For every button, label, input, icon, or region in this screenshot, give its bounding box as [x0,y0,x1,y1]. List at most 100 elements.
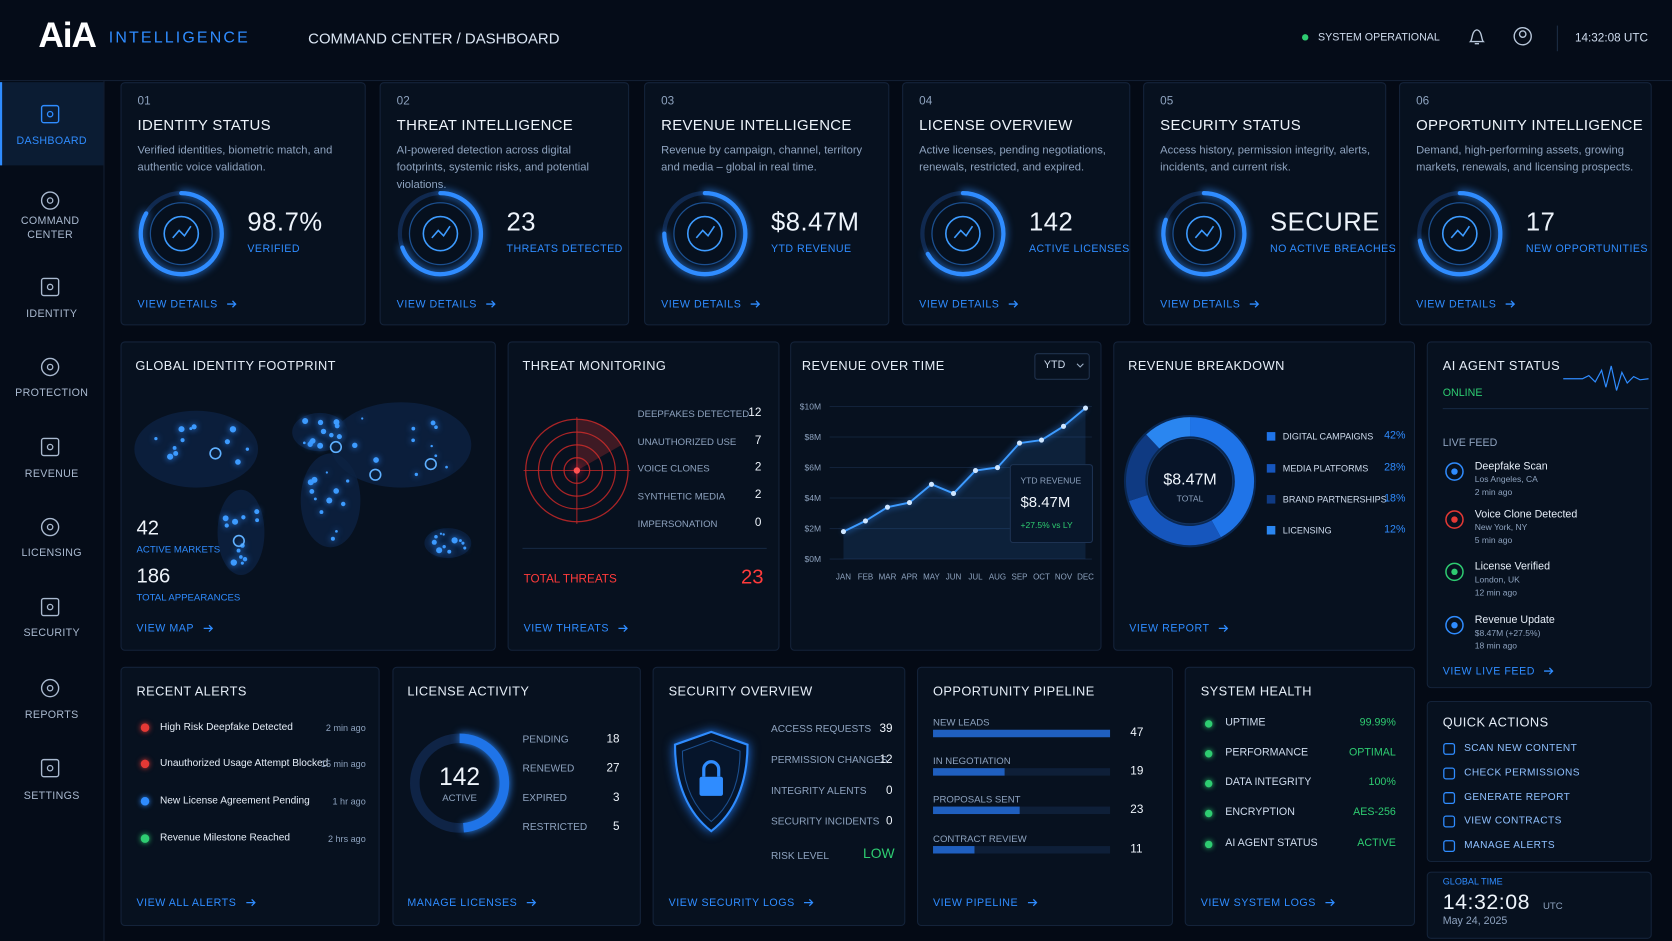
panel-title: REVENUE OVER TIME [801,358,945,374]
user-icon [1513,27,1532,46]
feed-item-time: 2 min ago [1474,487,1513,498]
point [1016,440,1023,446]
nav-item[interactable]: PROTECTION [15,387,89,400]
kpi-card: 06 OPPORTUNITY INTELLIGENCE Demand, high-p… [1399,82,1652,326]
pipeline-value: 19 [1130,764,1144,778]
panel-title: THREAT MONITORING [522,358,667,374]
icon-mark [431,225,451,239]
arrow-icon [1544,667,1554,676]
map-dot [451,537,458,544]
icon-core [1441,215,1478,252]
nav-dot [46,764,54,772]
health-label: UPTIME [1225,716,1266,729]
map-dot [255,518,260,523]
map-dot [445,465,448,469]
quick-action[interactable]: MANAGE ALERTS [1464,839,1556,852]
legend-label: MEDIA PLATFORMS [1282,463,1369,474]
link[interactable]: VIEW SECURITY LOGS [669,897,814,910]
nav-item[interactable]: COMMAND CENTER [20,215,80,241]
link[interactable]: VIEW DETAILS [397,299,496,312]
y-tick-label: $4M [805,493,822,503]
nav-item[interactable]: LICENSING [21,547,82,560]
map-dot [224,439,230,445]
ring-icon [1161,190,1247,277]
nav-icon [40,357,60,377]
kpi-number: 01 [137,94,151,108]
kpi-number: 06 [1416,94,1430,108]
map-dot [240,561,244,565]
kpi-title: SECURITY STATUS [1160,116,1302,134]
link[interactable]: MANAGE LICENSES [407,897,537,910]
feed-item-sub: Los Angeles, CA [1474,474,1538,485]
threat-label: VOICE CLONES [637,463,710,474]
link[interactable]: VIEW DETAILS [919,299,1019,312]
arrow [618,625,629,633]
nav-item[interactable]: DASHBOARD [16,135,87,148]
threat-label: UNAUTHORIZED USE [637,436,737,448]
link[interactable]: VIEW SYSTEM LOGS [1201,897,1335,910]
link[interactable]: VIEW DETAILS [138,299,237,312]
kpi-label: ACTIVE LICENSES [1029,243,1130,255]
pipeline-label: NEW LEADS [933,716,990,728]
map-dot [346,479,350,483]
arrow [1544,667,1554,676]
x-tick-label: SEP [1012,572,1028,581]
nav-item[interactable]: SETTINGS [23,790,80,803]
kpi-title: THREAT INTELLIGENCE [396,116,574,134]
point [1060,423,1067,429]
nav-item[interactable]: REVENUE [24,468,79,481]
donut-segment [1146,417,1191,449]
link[interactable]: VIEW DETAILS [1416,299,1516,312]
nav-dot [46,283,54,291]
map-dot [317,442,324,449]
feed-item-sub: New York, NY [1474,522,1528,533]
link[interactable]: VIEW THREATS [524,623,629,636]
nav-item[interactable]: REPORTS [24,709,79,722]
health-value: 100% [1368,776,1396,789]
quick-action[interactable]: CHECK PERMISSIONS [1464,767,1580,779]
bar [933,768,1005,776]
map-dot [222,515,229,522]
nav-glyph [40,437,60,457]
map-dot [180,438,185,443]
link[interactable]: VIEW ALL ALERTS [136,897,256,910]
bar [933,806,1020,815]
action-icon [1443,767,1456,780]
link[interactable]: VIEW MAP [136,623,214,636]
ring-icon [662,190,748,277]
x-tick-label: JUN [946,572,962,581]
map-dot [242,557,248,562]
link[interactable]: VIEW DETAILS [661,299,761,312]
security-label: INTEGRITY ALENTS [770,785,867,797]
line [843,407,1087,533]
quick-action[interactable]: GENERATE REPORT [1464,791,1571,804]
link[interactable]: VIEW LIVE FEED [1443,666,1554,679]
point [928,481,935,487]
lock-body [699,776,723,796]
nav-item[interactable]: IDENTITY [26,308,78,321]
link[interactable]: VIEW DETAILS [1160,299,1260,312]
clock-unit: UTC [1542,900,1563,912]
filter-dropdown[interactable]: YTD [1034,353,1090,380]
map-hub [329,440,343,454]
map-dot [235,459,241,465]
pipeline-label: PROPOSALS SENT [933,793,1021,805]
quick-action[interactable]: SCAN NEW CONTENT [1464,742,1578,755]
map-dot [430,444,433,448]
alert-dot [140,759,150,769]
y-tick-label: $6M [805,463,822,473]
quick-action[interactable]: VIEW CONTRACTS [1464,815,1562,827]
link[interactable]: VIEW PIPELINE [933,897,1038,910]
security-label: ACCESS REQUESTS [770,723,872,736]
pipeline-label: CONTRACT REVIEW [933,833,1027,844]
alert-dot [140,796,150,806]
nav-item[interactable]: SECURITY [23,627,80,640]
feed-item-sub: $8.47M (+27.5%) [1474,628,1541,639]
map-dot [411,438,415,443]
feed-dot [1451,568,1458,576]
pipeline-label: IN NEGOTIATION [933,755,1011,767]
map-hub [424,457,437,471]
kpi-card: 04 LICENSE OVERVIEW Active licenses, pendi… [902,82,1131,326]
kpi-title: OPPORTUNITY INTELLIGENCE [1416,116,1644,134]
link[interactable]: VIEW REPORT [1129,623,1229,636]
